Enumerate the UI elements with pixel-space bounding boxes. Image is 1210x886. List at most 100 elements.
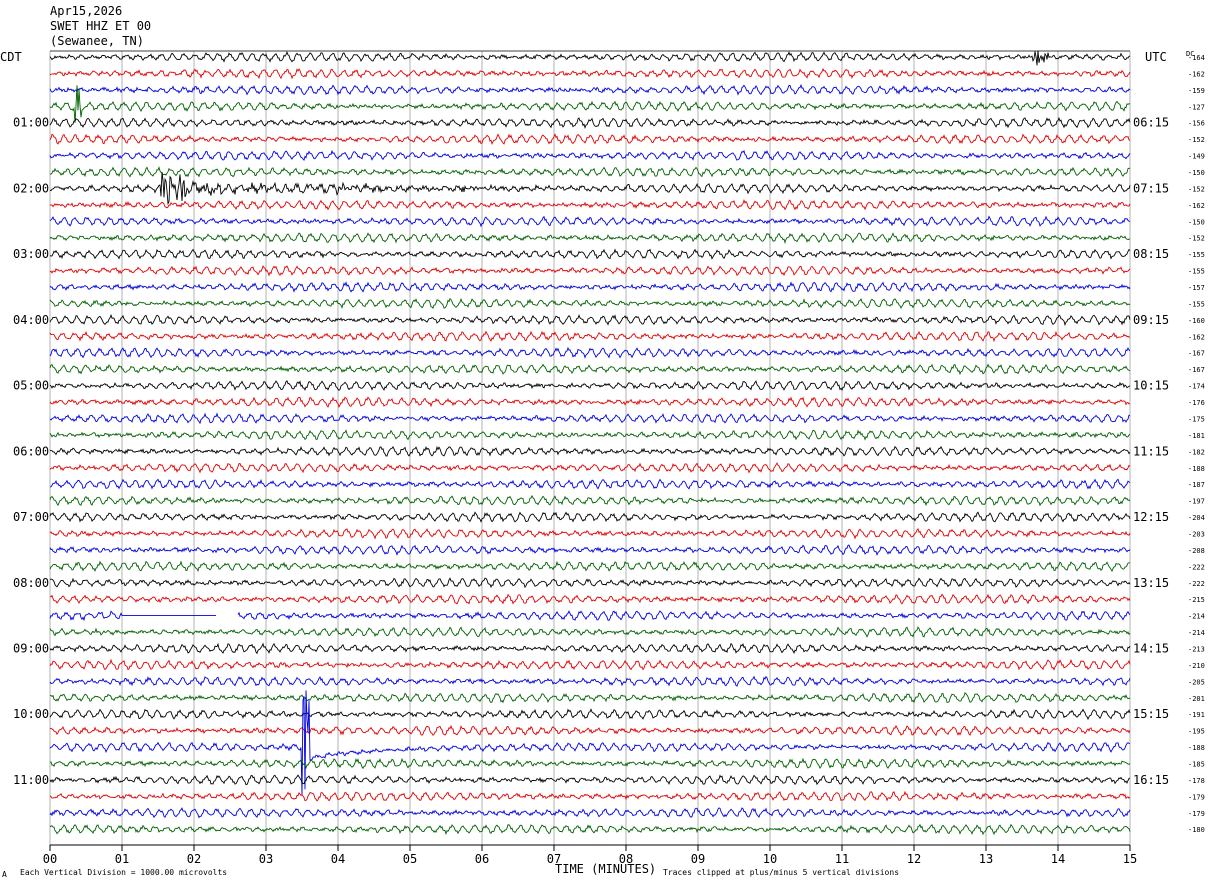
dc-offset-label: -188: [1188, 465, 1205, 473]
trace-line: [49, 494, 1131, 507]
trace-line: [49, 823, 1131, 836]
trace-line: [49, 724, 1131, 737]
header-date: Apr15,2026: [50, 4, 123, 18]
dc-offset-label: -197: [1188, 498, 1205, 506]
trace-line: [49, 380, 1131, 392]
trace-line: [49, 232, 1131, 245]
dc-offset-label: -152: [1188, 136, 1205, 144]
right-time-label: 16:15: [1133, 773, 1169, 787]
dc-offset-label: -178: [1188, 777, 1205, 785]
dc-offset-label: -182: [1188, 448, 1205, 456]
trace-line: [49, 807, 1131, 819]
dc-offset-label: -205: [1188, 678, 1205, 686]
trace-line: [49, 412, 1131, 425]
x-tick-label: 09: [691, 852, 705, 866]
trace-line: [49, 577, 1131, 589]
right-time-label: 14:15: [1133, 641, 1169, 655]
trace-line: [49, 116, 1131, 130]
dc-title: DC: [1186, 50, 1194, 58]
dc-offset-label: -152: [1188, 235, 1205, 243]
dc-offset-label: -150: [1188, 169, 1205, 177]
right-time-label: 09:15: [1133, 313, 1169, 327]
trace-line: [49, 50, 1131, 66]
right-time-label: 07:15: [1133, 181, 1169, 195]
x-tick-label: 05: [403, 852, 417, 866]
dc-offset-label: -149: [1188, 153, 1205, 161]
dc-offset-label: -222: [1188, 563, 1205, 571]
dc-offset-label: -214: [1188, 613, 1205, 621]
dc-offset-label: -222: [1188, 580, 1205, 588]
right-time-label: 08:15: [1133, 247, 1169, 261]
trace-line: [49, 67, 1131, 80]
trace-line: [49, 462, 1131, 474]
dc-offset-label: -204: [1188, 514, 1205, 522]
trace-line: [49, 149, 1131, 162]
dc-offset-label: -156: [1188, 120, 1205, 128]
trace-line: [49, 264, 1131, 277]
trace-line: [49, 363, 1131, 376]
scale-note: Each Vertical Division = 1000.00 microvo…: [20, 868, 228, 877]
trace-line: [49, 790, 1131, 802]
trace-line: [49, 544, 1131, 556]
trace-line: [49, 281, 1131, 293]
dc-offset-label: -162: [1188, 333, 1205, 341]
trace-line: [49, 313, 1131, 327]
trace-line: [49, 658, 1131, 671]
header-location: (Sewanee, TN): [50, 34, 144, 48]
trace-line: [49, 346, 1131, 359]
left-time-label: 06:00: [13, 444, 49, 458]
dc-offset-label: -214: [1188, 629, 1205, 637]
left-time-label: 01:00: [13, 116, 49, 130]
dc-offset-label: -188: [1188, 744, 1205, 752]
right-time-label: 11:15: [1133, 444, 1169, 458]
dc-offset-label: -215: [1188, 596, 1205, 604]
dc-offset-label: -159: [1188, 87, 1205, 95]
dc-offset-label: -155: [1188, 300, 1205, 308]
dc-offset-label: -201: [1188, 695, 1205, 703]
trace-line: [49, 165, 1131, 178]
x-tick-label: 13: [979, 852, 993, 866]
x-axis-title: TIME (MINUTES): [555, 862, 657, 876]
dc-offset-label: -167: [1188, 350, 1205, 358]
dc-offset-label: -160: [1188, 317, 1205, 325]
x-tick-label: 08: [619, 852, 633, 866]
trace-line: [49, 133, 1131, 145]
clip-note: Traces clipped at plus/minus 5 vertical …: [663, 868, 900, 877]
right-axis-title: UTC: [1145, 50, 1167, 64]
left-time-label: 11:00: [13, 773, 49, 787]
dc-offset-label: -174: [1188, 383, 1205, 391]
dc-offset-label: -185: [1188, 760, 1205, 768]
right-time-label: 10:15: [1133, 379, 1169, 393]
dc-offset-label: -155: [1188, 268, 1205, 276]
header-station: SWET HHZ ET 00: [50, 19, 152, 33]
right-time-label: 13:15: [1133, 576, 1169, 590]
trace-line: [49, 199, 1131, 211]
dc-offset-label: -203: [1188, 530, 1205, 538]
dc-offset-label: -191: [1188, 711, 1205, 719]
trace-line: [49, 560, 1131, 573]
x-tick-label: 01: [115, 852, 129, 866]
trace-line: [49, 396, 1131, 408]
trace-line: [49, 626, 1131, 638]
dc-offset-label: -162: [1188, 202, 1205, 210]
left-time-label: 04:00: [13, 313, 49, 327]
x-tick-label: 04: [331, 852, 345, 866]
trace-line: [49, 690, 1131, 796]
trace-line: [49, 593, 1131, 605]
trace-line: [49, 445, 1131, 457]
x-tick-label: 14: [1051, 852, 1065, 866]
trace-line: [49, 478, 1131, 490]
trace-line: [49, 642, 1131, 655]
trace-line: [49, 692, 1131, 704]
dc-offset-label: -187: [1188, 481, 1205, 489]
right-time-label: 06:15: [1133, 116, 1169, 130]
trace-line: [49, 429, 1131, 441]
dc-offset-label: -179: [1188, 810, 1205, 818]
dc-offset-label: -181: [1188, 432, 1205, 440]
corner-mark: A: [2, 870, 7, 879]
trace-line: [49, 757, 1131, 770]
trace-line: [49, 708, 1131, 721]
x-tick-label: 12: [907, 852, 921, 866]
trace-line: [49, 527, 1131, 540]
